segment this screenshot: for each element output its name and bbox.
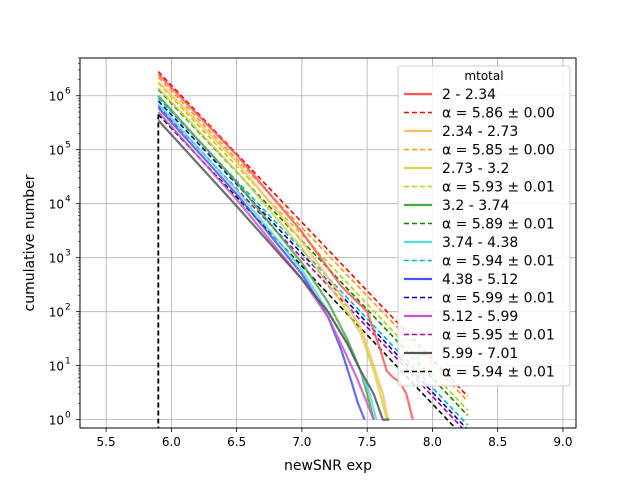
y-tick-exponent: 0 bbox=[65, 411, 71, 421]
legend-entry-label: 2.73 - 3.2 bbox=[442, 161, 509, 177]
fit-line bbox=[157, 76, 469, 402]
x-axis: 5.5 6.0 6.5 7.0 7.5 8.0 8.5 9.0 bbox=[97, 428, 572, 449]
legend-entry-label: α = 5.89 ± 0.01 bbox=[442, 217, 555, 233]
legend-entry-label: α = 5.85 ± 0.00 bbox=[442, 143, 555, 159]
x-tick-label: 6.5 bbox=[227, 435, 246, 449]
x-tick-label: 9.0 bbox=[553, 435, 572, 449]
x-tick-label: 7.0 bbox=[292, 435, 311, 449]
legend-entry-label: 2 - 2.34 bbox=[442, 87, 496, 103]
legend-box bbox=[397, 65, 571, 387]
y-tick-label: 10 bbox=[49, 90, 64, 104]
data-curve bbox=[157, 119, 390, 421]
x-tick-label: 8.0 bbox=[423, 435, 442, 449]
data-curve bbox=[157, 81, 390, 420]
legend-entry-label: α = 5.95 ± 0.01 bbox=[442, 328, 555, 344]
legend-entry-label: 3.74 - 4.38 bbox=[442, 235, 518, 251]
fit-line bbox=[157, 71, 469, 397]
legend-entry-label: 3.2 - 3.74 bbox=[442, 198, 509, 214]
legend-entry-label: 4.38 - 5.12 bbox=[442, 272, 518, 288]
x-tick-label: 7.5 bbox=[358, 435, 377, 449]
x-tick-label: 5.5 bbox=[97, 435, 116, 449]
y-tick-label: 10 bbox=[49, 414, 64, 428]
y-tick-label: 10 bbox=[49, 198, 64, 212]
x-tick-label: 8.5 bbox=[488, 435, 507, 449]
x-axis-label: newSNR exp bbox=[284, 458, 372, 474]
y-tick-label: 10 bbox=[49, 360, 64, 374]
legend-entry-label: 2.34 - 2.73 bbox=[442, 124, 518, 140]
legend-entry-label: α = 5.94 ± 0.01 bbox=[442, 254, 555, 270]
data-curve bbox=[157, 87, 388, 420]
y-tick-exponent: 2 bbox=[65, 303, 71, 313]
y-tick-label: 10 bbox=[49, 306, 64, 320]
legend-title: mtotal bbox=[464, 69, 503, 83]
x-tick-label: 6.0 bbox=[162, 435, 181, 449]
y-tick-label: 10 bbox=[49, 144, 64, 158]
legend: mtotal 2 - 2.34 α = 5.86 ± 0.00 2.34 - 2.73… bbox=[397, 65, 571, 387]
y-tick-exponent: 4 bbox=[65, 195, 71, 205]
axes-frame bbox=[79, 57, 577, 429]
y-tick-exponent: 6 bbox=[65, 87, 71, 97]
data-curve bbox=[157, 106, 366, 421]
y-tick-exponent: 3 bbox=[65, 249, 71, 259]
data-curve bbox=[157, 111, 375, 421]
legend-entry-label: 5.99 - 7.01 bbox=[442, 346, 518, 362]
legend-entry-label: α = 5.99 ± 0.01 bbox=[442, 291, 555, 307]
y-axis-label: cumulative number bbox=[22, 174, 38, 311]
legend-entry-label: α = 5.86 ± 0.00 bbox=[442, 106, 555, 122]
data-curve bbox=[157, 94, 375, 420]
legend-entry-label: 5.12 - 5.99 bbox=[442, 309, 518, 325]
legend-entry-label: α = 5.94 ± 0.01 bbox=[442, 365, 555, 381]
y-tick-exponent: 1 bbox=[65, 357, 71, 367]
legend-entry-label: α = 5.93 ± 0.01 bbox=[442, 180, 555, 196]
y-tick-label: 10 bbox=[49, 252, 64, 266]
y-tick-exponent: 5 bbox=[65, 141, 71, 151]
